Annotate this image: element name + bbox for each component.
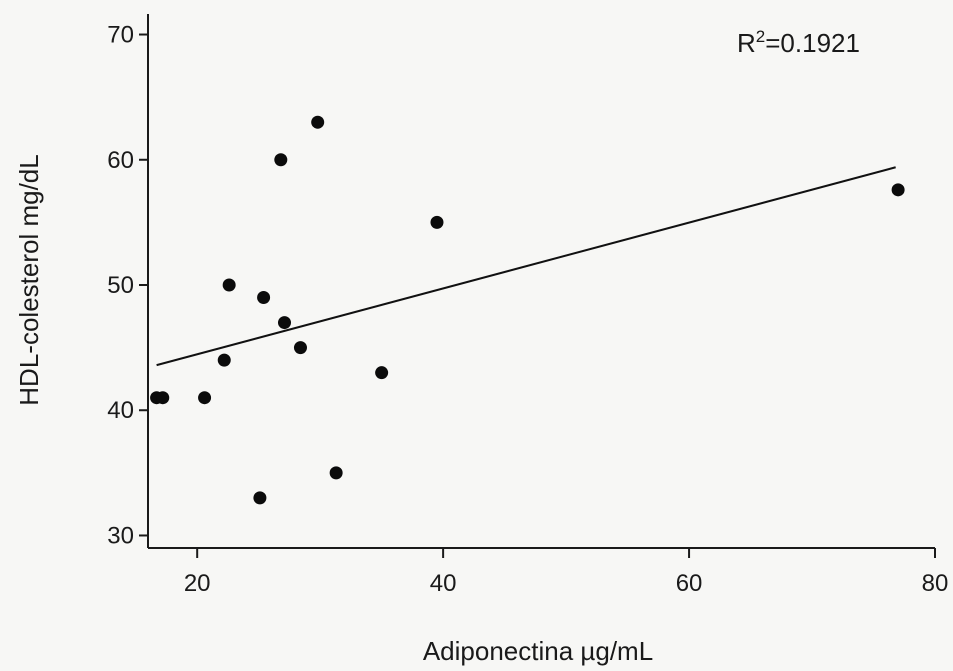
data-point xyxy=(891,183,905,197)
data-point xyxy=(311,115,325,129)
x-tick-label: 80 xyxy=(922,570,949,597)
data-point xyxy=(156,391,170,405)
x-tick-label: 20 xyxy=(184,570,211,597)
r-squared-prefix: R xyxy=(737,28,756,58)
data-point xyxy=(198,391,212,405)
points-layer xyxy=(150,115,905,505)
axes: 30 40 50 60 70 20 40 60 80 xyxy=(107,14,948,597)
y-axis-title: HDL-colesterol mg/dL xyxy=(14,154,44,405)
data-point xyxy=(217,353,231,367)
data-point xyxy=(430,215,444,229)
data-point xyxy=(277,316,291,330)
data-point xyxy=(222,278,236,292)
r-squared-value: =0.1921 xyxy=(765,28,860,58)
data-point xyxy=(253,491,267,505)
x-tick-label: 60 xyxy=(676,570,703,597)
data-point xyxy=(257,291,271,305)
x-axis-title: Adiponectina µg/mL xyxy=(423,636,653,666)
r-squared-annotation: R2=0.1921 xyxy=(737,27,860,58)
y-tick-label: 30 xyxy=(107,522,134,549)
x-tick-label: 40 xyxy=(430,570,457,597)
y-tick-label: 50 xyxy=(107,272,134,299)
data-point xyxy=(375,366,389,380)
y-tick-label: 40 xyxy=(107,397,134,424)
y-tick-label: 70 xyxy=(107,22,134,49)
y-tick-label: 60 xyxy=(107,147,134,174)
r-squared-superscript: 2 xyxy=(756,27,765,46)
data-point xyxy=(293,341,307,355)
data-point xyxy=(274,153,288,167)
trendline-layer xyxy=(156,166,896,367)
data-point xyxy=(329,466,343,480)
regression-line xyxy=(156,166,896,367)
